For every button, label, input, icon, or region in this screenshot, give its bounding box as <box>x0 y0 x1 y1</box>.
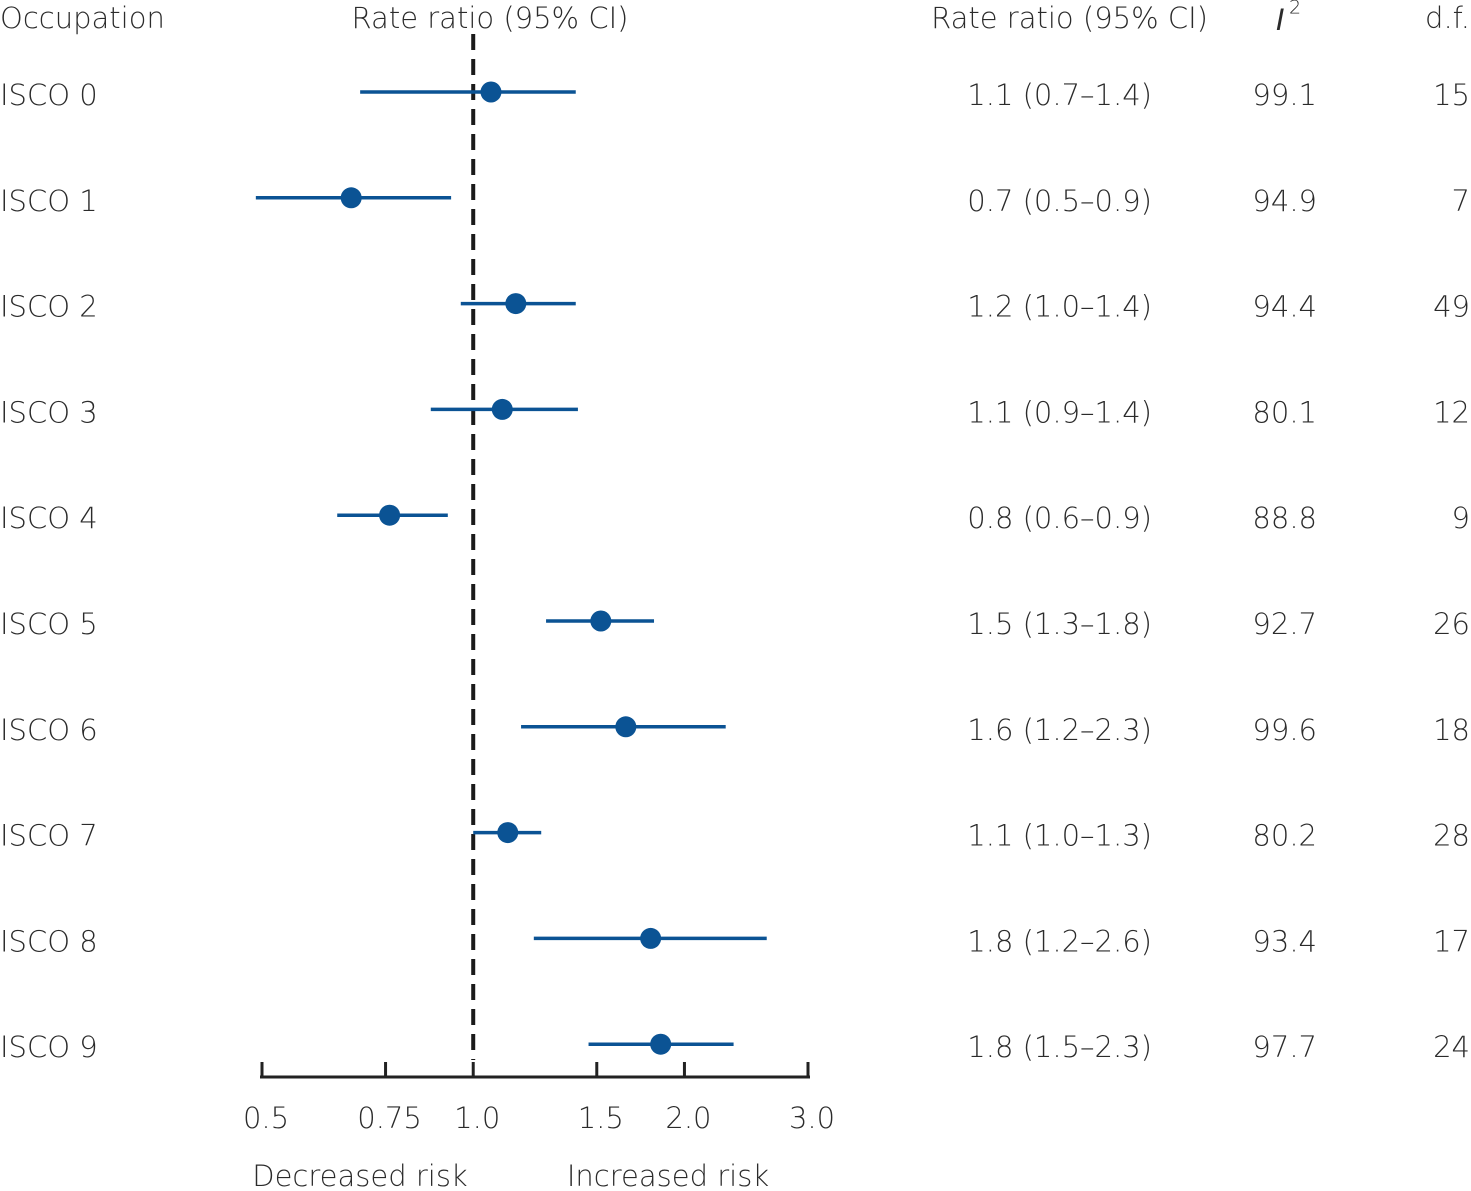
i2-value: 99.1 <box>1252 78 1317 112</box>
i2-value: 97.7 <box>1252 1030 1317 1064</box>
x-tick-label: 3.0 <box>789 1101 835 1135</box>
df-value: 49 <box>1433 290 1470 324</box>
df-value: 9 <box>1452 501 1470 535</box>
i2-value: 80.2 <box>1252 819 1317 853</box>
point-estimate <box>640 927 662 949</box>
ci-text: 1.8 (1.2–2.6) <box>967 924 1152 958</box>
point-estimate <box>505 293 527 315</box>
ci-text: 1.8 (1.5–2.3) <box>967 1030 1152 1064</box>
df-value: 12 <box>1433 395 1470 429</box>
ci-text: 0.8 (0.6–0.9) <box>967 501 1152 535</box>
row-label: ISCO 2 <box>0 290 98 324</box>
x-tick-label: 1.0 <box>454 1101 500 1135</box>
df-header: d.f. <box>1425 1 1470 35</box>
i2-value: 88.8 <box>1252 501 1317 535</box>
point-estimate <box>497 822 519 844</box>
point-estimate <box>491 398 513 420</box>
point-estimate <box>615 716 637 738</box>
i2-value: 99.6 <box>1252 713 1317 747</box>
row-label: ISCO 7 <box>0 819 98 853</box>
i2-value: 93.4 <box>1252 924 1317 958</box>
ci-text: 1.6 (1.2–2.3) <box>967 713 1152 747</box>
i2-value: 94.9 <box>1252 184 1317 218</box>
row-label: ISCO 4 <box>0 501 98 535</box>
ci-header: Rate ratio (95% CI) <box>931 1 1208 35</box>
df-value: 17 <box>1433 924 1470 958</box>
row-label: ISCO 9 <box>0 1030 98 1064</box>
x-tick-label: 2.0 <box>665 1101 711 1135</box>
row-label: ISCO 3 <box>0 395 98 429</box>
x-tick-label: 0.5 <box>243 1101 289 1135</box>
ci-text: 0.7 (0.5–0.9) <box>967 184 1152 218</box>
ci-text: 1.5 (1.3–1.8) <box>967 607 1152 641</box>
ci-text: 1.1 (0.7–1.4) <box>967 78 1152 112</box>
df-value: 24 <box>1433 1030 1470 1064</box>
ci-text: 1.1 (0.9–1.4) <box>967 395 1152 429</box>
row-label: ISCO 0 <box>0 78 98 112</box>
x-tick-label: 0.75 <box>357 1101 422 1135</box>
df-value: 28 <box>1433 819 1470 853</box>
row-label: ISCO 8 <box>0 924 98 958</box>
i2-value: 80.1 <box>1252 395 1317 429</box>
df-value: 7 <box>1452 184 1470 218</box>
point-estimate <box>650 1033 672 1055</box>
point-estimate <box>340 187 362 209</box>
occupation-header: Occupation <box>0 1 165 35</box>
df-value: 15 <box>1433 78 1470 112</box>
annotation: Increased risk <box>567 1159 769 1191</box>
row-label: ISCO 6 <box>0 713 98 747</box>
row-label: ISCO 5 <box>0 607 98 641</box>
axis-title: Rate ratio (95% CI) <box>352 1 629 35</box>
i2-header: I <box>1276 3 1285 37</box>
x-tick-label: 1.5 <box>578 1101 624 1135</box>
row-label: ISCO 1 <box>0 184 98 218</box>
i2-header-sup: 2 <box>1289 0 1301 19</box>
i2-value: 92.7 <box>1252 607 1317 641</box>
ci-text: 1.1 (1.0–1.3) <box>967 819 1152 853</box>
point-estimate <box>379 504 401 526</box>
ci-text: 1.2 (1.0–1.4) <box>967 290 1152 324</box>
i2-value: 94.4 <box>1252 290 1317 324</box>
df-value: 26 <box>1433 607 1470 641</box>
df-value: 18 <box>1433 713 1470 747</box>
point-estimate <box>480 81 502 103</box>
annotation: Decreased risk <box>252 1159 467 1191</box>
point-estimate <box>590 610 612 632</box>
